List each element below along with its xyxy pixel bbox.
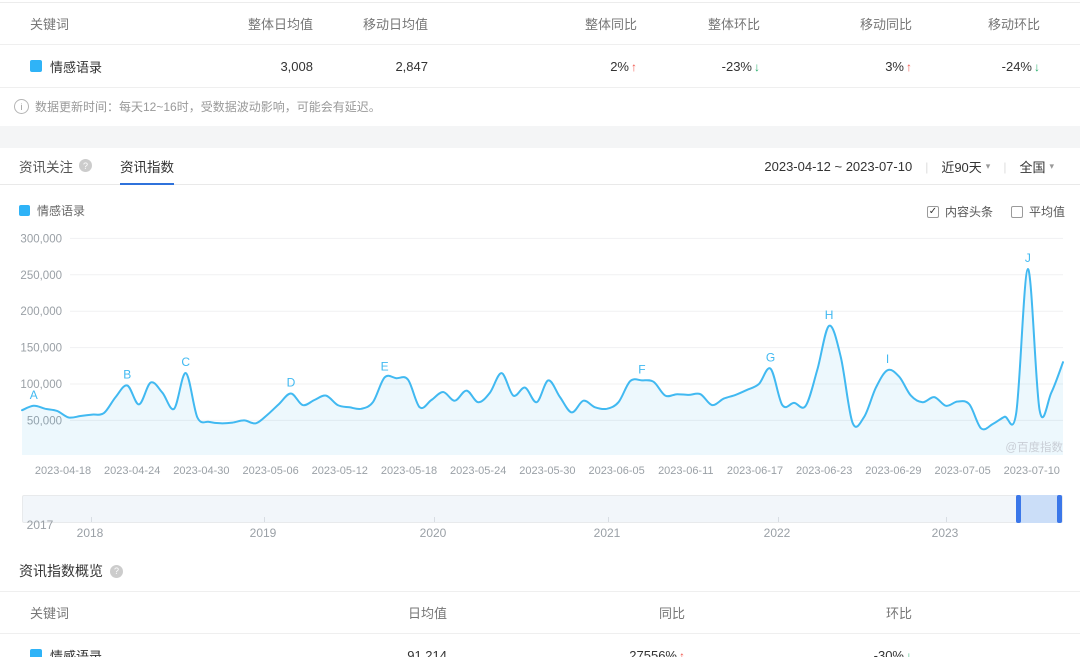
col-yoy: 同比 bbox=[658, 606, 685, 621]
chevron-down-icon: ▾ bbox=[1049, 161, 1054, 171]
col-overall-daily-avg: 整体日均值 bbox=[247, 17, 313, 32]
chart-options: ✓ 内容头条 平均值 bbox=[926, 203, 1065, 220]
help-icon[interactable]: ? bbox=[110, 564, 123, 578]
mobile-daily-avg-value: 2,847 bbox=[395, 58, 428, 74]
keyword-color-swatch bbox=[30, 60, 42, 72]
legend-label: 情感语录 bbox=[37, 204, 86, 218]
year-label-2019: 2019 bbox=[249, 526, 277, 540]
timeline-slider-selection[interactable] bbox=[1016, 495, 1062, 523]
overview-table-header: 关键词 日均值 同比 环比 bbox=[0, 592, 1080, 634]
year-label-2021: 2021 bbox=[593, 526, 621, 540]
col-overall-mom: 整体环比 bbox=[707, 17, 760, 32]
keyword-label: 情感语录 bbox=[50, 648, 103, 657]
chevron-down-icon: ▾ bbox=[985, 161, 991, 171]
news-index-card: 资讯关注 ? 资讯指数 2023-04-12 ~ 2023-07-10 | 近9… bbox=[0, 148, 1080, 550]
col-mobile-mom: 移动环比 bbox=[987, 17, 1040, 32]
up-arrow-icon: ↑ bbox=[631, 59, 637, 74]
overview-section: 资讯指数概览 ? 关键词 日均值 同比 环比 情感语录 91,214 27556… bbox=[0, 550, 1080, 657]
year-label-2020: 2020 bbox=[419, 526, 447, 540]
chart-legend: 情感语录 bbox=[19, 202, 85, 219]
divider: | bbox=[1003, 159, 1007, 174]
date-range-label[interactable]: 2023-04-12 ~ 2023-07-10 bbox=[764, 159, 913, 174]
col-keyword: 关键词 bbox=[30, 606, 70, 621]
chart-tabs: 资讯关注 ? 资讯指数 bbox=[0, 148, 1080, 185]
col-mom: 环比 bbox=[885, 606, 912, 621]
slider-left-handle[interactable] bbox=[1016, 495, 1021, 523]
period-selector[interactable]: 近90天 ▾ bbox=[941, 160, 991, 175]
down-arrow-icon: ↓ bbox=[1034, 59, 1040, 74]
keyword-cell[interactable]: 情感语录 bbox=[30, 57, 190, 76]
region-selector[interactable]: 全国 ▾ bbox=[1019, 160, 1054, 175]
keyword-color-swatch bbox=[30, 649, 42, 657]
keyword-cell[interactable]: 情感语录 bbox=[30, 646, 200, 657]
tab-news-attention[interactable]: 资讯关注 ? bbox=[19, 148, 92, 185]
chart-controls: 2023-04-12 ~ 2023-07-10 | 近90天 ▾ | 全国 ▾ bbox=[764, 148, 1054, 185]
checkbox-average[interactable]: 平均值 bbox=[1010, 203, 1065, 220]
summary-table-row: 情感语录 3,008 2,847 2% ↑ -23% ↓ 3% ↑ -24% ↓ bbox=[0, 45, 1080, 88]
overview-table: 关键词 日均值 同比 环比 情感语录 91,214 27556% ↑ -30% ↓ bbox=[0, 591, 1080, 657]
overview-title: 资讯指数概览 ? bbox=[0, 561, 1080, 581]
tab-news-index[interactable]: 资讯指数 bbox=[120, 148, 174, 185]
overview-table-row: 情感语录 91,214 27556% ↑ -30% ↓ bbox=[0, 634, 1080, 657]
year-label-2017: 2017 bbox=[26, 518, 54, 532]
info-icon: i bbox=[14, 99, 29, 114]
overall-yoy-value: 2% ↑ bbox=[610, 58, 637, 74]
year-label-2023: 2023 bbox=[931, 526, 959, 540]
help-icon[interactable]: ? bbox=[79, 159, 92, 172]
daily-avg-value: 91,214 bbox=[407, 647, 447, 657]
slider-right-handle[interactable] bbox=[1057, 495, 1062, 523]
up-arrow-icon: ↑ bbox=[906, 59, 912, 74]
year-label-2018: 2018 bbox=[76, 526, 104, 540]
up-arrow-icon: ↑ bbox=[679, 648, 685, 657]
timeline-slider-track[interactable] bbox=[22, 495, 1063, 523]
overall-daily-avg-value: 3,008 bbox=[280, 58, 313, 74]
checkbox-content-headline[interactable]: ✓ 内容头条 bbox=[926, 205, 993, 219]
section-divider-band bbox=[0, 126, 1080, 148]
down-arrow-icon: ↓ bbox=[754, 59, 760, 74]
mobile-mom-value: -24% ↓ bbox=[1001, 58, 1040, 74]
down-arrow-icon: ↓ bbox=[906, 648, 912, 657]
col-keyword: 关键词 bbox=[30, 17, 70, 32]
data-update-note: i 数据更新时间：每天12~16时，受数据波动影响，可能会有延迟。 bbox=[0, 88, 1080, 115]
checkbox-unchecked-icon[interactable] bbox=[1010, 205, 1023, 218]
divider: | bbox=[925, 159, 929, 174]
year-label-2022: 2022 bbox=[763, 526, 791, 540]
col-mobile-daily-avg: 移动日均值 bbox=[362, 17, 428, 32]
mom-value: -30% ↓ bbox=[685, 648, 912, 657]
yoy-value: 27556% ↑ bbox=[447, 648, 685, 657]
legend-color-swatch bbox=[19, 205, 30, 216]
keyword-label: 情感语录 bbox=[50, 59, 103, 75]
mobile-yoy-value: 3% ↑ bbox=[885, 58, 912, 74]
summary-section: 关键词 整体日均值 移动日均值 整体同比 整体环比 移动同比 移动环比 情感语录… bbox=[0, 2, 1080, 115]
checkbox-checked-icon[interactable]: ✓ bbox=[926, 205, 939, 218]
overall-mom-value: -23% ↓ bbox=[721, 58, 760, 74]
col-daily-avg: 日均值 bbox=[407, 606, 447, 621]
col-overall-yoy: 整体同比 bbox=[584, 17, 637, 32]
col-mobile-yoy: 移动同比 bbox=[859, 17, 912, 32]
summary-table-header: 关键词 整体日均值 移动日均值 整体同比 整体环比 移动同比 移动环比 bbox=[0, 3, 1080, 45]
